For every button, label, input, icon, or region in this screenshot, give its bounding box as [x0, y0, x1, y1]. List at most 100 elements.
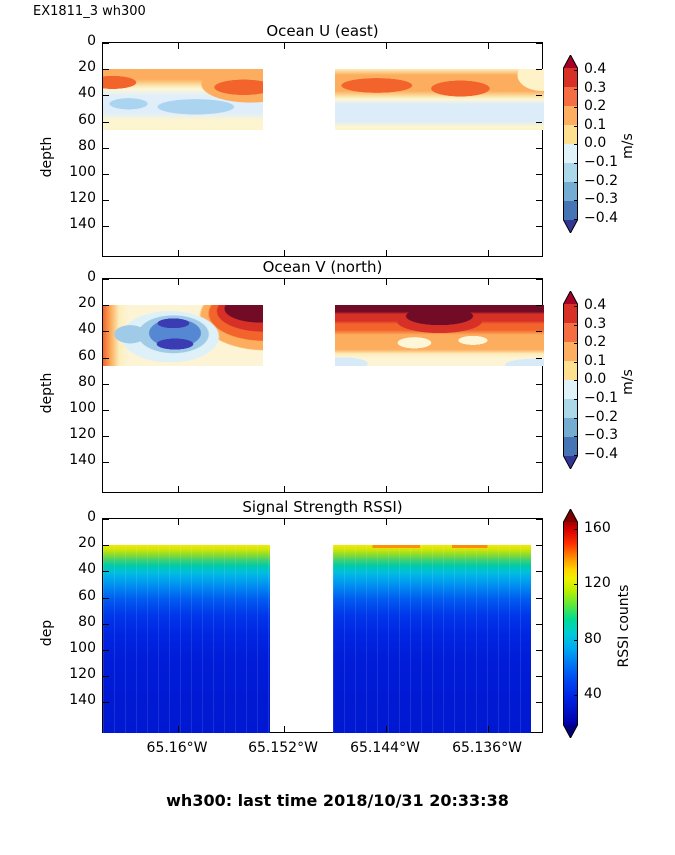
panel-title-ocean-u: Ocean U (east) [266, 22, 379, 40]
y-tick-mark [536, 676, 542, 677]
colorbar-tick-label: −0.2 [584, 172, 618, 189]
y-tick-mark [103, 95, 109, 96]
x-tick-mark [284, 726, 285, 732]
y-tick-label: 100 [69, 640, 96, 656]
y-tick-label: 20 [78, 59, 96, 75]
y-tick-mark [536, 69, 542, 70]
colorbar-tick-label: 0.0 [584, 371, 607, 388]
x-tick-mark [284, 279, 285, 285]
x-tick-mark [178, 519, 179, 525]
y-tick-mark [103, 462, 109, 463]
y-tick-mark [103, 571, 109, 572]
y-tick-label: 80 [78, 138, 96, 154]
colorbar-tick-mark [574, 584, 578, 585]
colorbar-tick-label: 0.2 [584, 98, 607, 115]
colorbar-tick-mark [574, 418, 578, 419]
x-tick-label: 65.152°W [248, 740, 318, 756]
x-tick-mark [386, 726, 387, 732]
y-tick-mark [103, 69, 109, 70]
colorbar-tick-mark [574, 200, 578, 201]
colorbar-tick-mark [574, 380, 578, 381]
colorbar-tick-label: −0.3 [584, 191, 618, 208]
y-tick-label: 0 [87, 269, 96, 285]
colorbar-tick-mark [574, 126, 578, 127]
y-tick-label: 80 [78, 614, 96, 630]
panel-title-rssi: Signal Strength RSSI) [242, 498, 403, 516]
y-tick-label: 0 [87, 33, 96, 49]
y-tick-mark [536, 43, 542, 44]
x-tick-mark [488, 486, 489, 492]
colorbar-tick-label: 0.0 [584, 135, 607, 152]
y-tick-mark [536, 279, 542, 280]
colorbar-tick-mark [574, 362, 578, 363]
x-tick-mark [488, 43, 489, 49]
y-axis-label-ocean-v: depth [39, 372, 55, 414]
y-tick-label: 120 [69, 190, 96, 206]
colorbar-tick-mark [574, 107, 578, 108]
colorbar-ocean-v [563, 291, 578, 469]
colorbar-tick-mark [574, 436, 578, 437]
x-tick-mark [386, 250, 387, 256]
contour-segment-ocean-v-right [335, 305, 544, 366]
x-tick-mark [488, 519, 489, 525]
x-tick-mark [386, 519, 387, 525]
x-tick-mark [178, 726, 179, 732]
colorbar-tick-label: 0.3 [584, 79, 607, 96]
y-tick-mark [536, 95, 542, 96]
y-tick-mark [103, 702, 109, 703]
figure-suptitle: EX1811_3 wh300 [33, 4, 146, 19]
colorbar-tick-mark [574, 640, 578, 641]
colorbar-unit-label-rssi: RSSI counts [616, 584, 632, 668]
y-axis-label-rssi: dep [39, 619, 55, 647]
x-tick-mark [178, 43, 179, 49]
y-tick-label: 20 [78, 535, 96, 551]
y-axis-label-ocean-u: depth [39, 136, 55, 178]
y-tick-mark [536, 305, 542, 306]
x-tick-mark [386, 43, 387, 49]
colorbar-tick-label: −0.2 [584, 408, 618, 425]
y-tick-label: 40 [78, 85, 96, 101]
y-tick-mark [103, 200, 109, 201]
y-tick-mark [536, 462, 542, 463]
x-tick-mark [284, 519, 285, 525]
colorbar-tick-label: 160 [584, 520, 611, 536]
plot-area-ocean-v [102, 278, 544, 493]
colorbar-tick-mark [574, 144, 578, 145]
y-tick-label: 40 [78, 321, 96, 337]
y-tick-mark [536, 571, 542, 572]
colorbar-ocean-u [563, 55, 578, 233]
colorbar-tick-mark [574, 695, 578, 696]
colorbar-tick-label: −0.3 [584, 427, 618, 444]
y-tick-mark [103, 624, 109, 625]
y-tick-mark [536, 174, 542, 175]
y-tick-label: 140 [69, 692, 96, 708]
y-tick-mark [103, 174, 109, 175]
status-line: wh300: last time 2018/10/31 20:33:38 [166, 791, 509, 810]
x-tick-mark [284, 250, 285, 256]
contour-segment-ocean-u-left [103, 69, 263, 130]
plot-area-ocean-u [102, 42, 544, 257]
colorbar-tick-label: 0.2 [584, 334, 607, 351]
y-tick-label: 100 [69, 164, 96, 180]
x-tick-mark [284, 43, 285, 49]
y-tick-mark [536, 384, 542, 385]
y-tick-mark [536, 519, 542, 520]
y-tick-mark [103, 226, 109, 227]
y-tick-label: 140 [69, 216, 96, 232]
colorbar-tick-label: −0.4 [584, 445, 618, 462]
colorbar-tick-mark [574, 70, 578, 71]
y-tick-mark [103, 384, 109, 385]
colorbar-tick-mark [574, 399, 578, 400]
y-tick-mark [103, 650, 109, 651]
y-tick-label: 80 [78, 374, 96, 390]
colorbar-tick-label: 0.1 [584, 116, 607, 133]
colorbar-tick-mark [574, 182, 578, 183]
y-tick-mark [536, 545, 542, 546]
y-tick-mark [536, 410, 542, 411]
x-tick-mark [488, 250, 489, 256]
x-tick-mark [178, 279, 179, 285]
x-tick-mark [488, 279, 489, 285]
y-tick-mark [536, 122, 542, 123]
colorbar-tick-mark [574, 306, 578, 307]
